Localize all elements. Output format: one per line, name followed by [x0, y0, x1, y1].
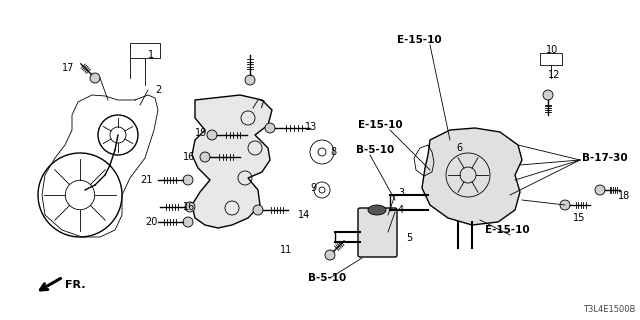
Text: FR.: FR.: [65, 280, 86, 290]
Circle shape: [183, 217, 193, 227]
Ellipse shape: [368, 205, 386, 215]
Text: 13: 13: [305, 122, 317, 132]
Polygon shape: [422, 128, 522, 225]
Text: 9: 9: [310, 183, 316, 193]
Circle shape: [183, 175, 193, 185]
Text: E-15-10: E-15-10: [358, 120, 403, 130]
Text: 21: 21: [140, 175, 152, 185]
Bar: [540, 53, 562, 65]
Text: 6: 6: [456, 143, 462, 153]
Circle shape: [200, 152, 210, 162]
Circle shape: [253, 205, 263, 215]
Text: B-5-10: B-5-10: [308, 273, 346, 283]
Text: 17: 17: [62, 63, 74, 73]
Circle shape: [245, 75, 255, 85]
Text: 2: 2: [155, 85, 161, 95]
Circle shape: [90, 73, 100, 83]
Text: 1: 1: [148, 50, 154, 60]
Text: 10: 10: [546, 45, 558, 55]
Text: 20: 20: [145, 217, 157, 227]
Polygon shape: [192, 95, 272, 228]
Text: 3: 3: [398, 188, 404, 198]
Text: 14: 14: [298, 210, 310, 220]
Text: 15: 15: [573, 213, 586, 223]
Circle shape: [265, 123, 275, 133]
Text: 16: 16: [183, 202, 195, 212]
Text: 18: 18: [618, 191, 630, 201]
FancyBboxPatch shape: [358, 208, 397, 257]
Text: 16: 16: [183, 152, 195, 162]
Circle shape: [543, 90, 553, 100]
Text: 5: 5: [406, 233, 412, 243]
Text: 12: 12: [548, 70, 561, 80]
Circle shape: [207, 130, 217, 140]
Text: 4: 4: [398, 205, 404, 215]
Text: T3L4E1500B: T3L4E1500B: [582, 305, 635, 314]
Text: 8: 8: [330, 147, 336, 157]
Bar: [130, 43, 160, 58]
Text: E-15-10: E-15-10: [397, 35, 442, 45]
Text: B-5-10: B-5-10: [356, 145, 394, 155]
Circle shape: [185, 202, 195, 212]
Circle shape: [595, 185, 605, 195]
Circle shape: [560, 200, 570, 210]
Text: E-15-10: E-15-10: [485, 225, 530, 235]
Text: 19: 19: [195, 128, 207, 138]
Text: B-17-30: B-17-30: [582, 153, 628, 163]
Text: 7: 7: [258, 100, 264, 110]
Circle shape: [325, 250, 335, 260]
Text: 11: 11: [280, 245, 292, 255]
